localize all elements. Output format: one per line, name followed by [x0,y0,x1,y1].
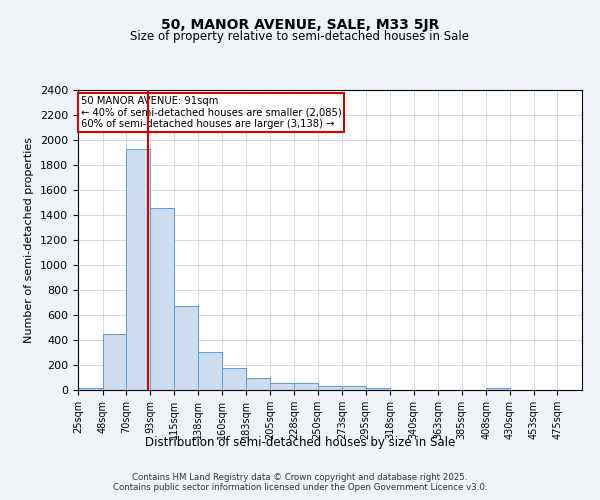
Bar [78,388,103,390]
Y-axis label: Number of semi-detached properties: Number of semi-detached properties [25,137,34,343]
Bar [151,208,174,390]
Bar [486,388,509,390]
Bar [342,386,365,390]
Bar [126,149,151,390]
Bar [199,352,222,390]
Text: Size of property relative to semi-detached houses in Sale: Size of property relative to semi-detach… [131,30,470,43]
Bar [318,386,342,390]
Bar [365,388,390,390]
Bar [103,334,126,390]
Text: Distribution of semi-detached houses by size in Sale: Distribution of semi-detached houses by … [145,436,455,449]
Text: 50, MANOR AVENUE, SALE, M33 5JR: 50, MANOR AVENUE, SALE, M33 5JR [161,18,439,32]
Bar [247,378,270,390]
Text: Contains HM Land Registry data © Crown copyright and database right 2025.
Contai: Contains HM Land Registry data © Crown c… [113,473,487,492]
Bar [295,382,318,390]
Bar [270,382,295,390]
Bar [174,306,199,390]
Bar [222,368,247,390]
Text: 50 MANOR AVENUE: 91sqm
← 40% of semi-detached houses are smaller (2,085)
60% of : 50 MANOR AVENUE: 91sqm ← 40% of semi-det… [80,96,341,129]
